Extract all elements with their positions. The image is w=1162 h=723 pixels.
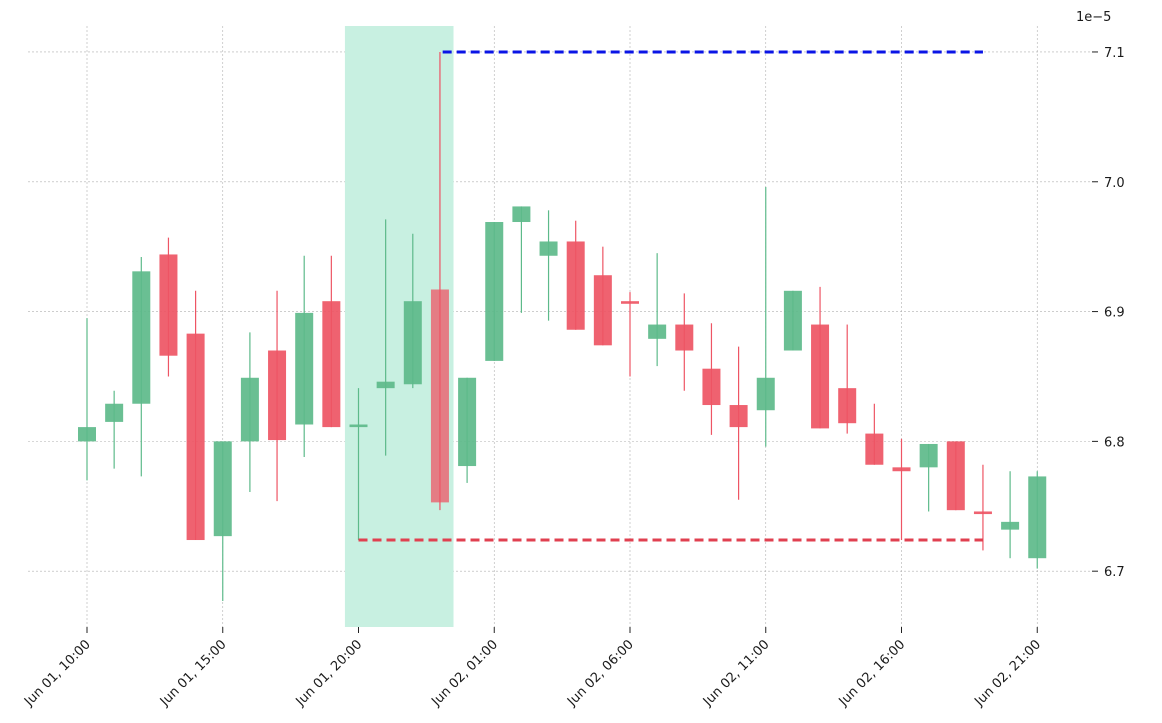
x-tick-label: Jun 01, 20:00 [293,637,366,710]
candle-body-down [159,254,178,356]
candle-body-down [946,441,965,511]
candle-body-up [539,241,558,256]
x-tick-label: Jun 01, 15:00 [157,637,230,710]
candle-body-down [621,301,639,304]
candle-body-up [376,381,395,389]
candle-body-up [105,403,124,422]
y-tick-label: 6.7 [1104,565,1125,580]
y-tick-label: 7.0 [1104,176,1125,191]
x-tick-label: Jun 02, 21:00 [971,637,1044,710]
candle-body-up [349,424,368,428]
candle-body-up [1001,521,1020,530]
x-tick-label: Jun 01, 10:00 [21,637,94,710]
candle-body-down [675,324,694,351]
candle-body-down [322,301,341,428]
x-tick-label: Jun 02, 06:00 [564,637,637,710]
candle-body-down [973,511,992,515]
y-tick-label: 6.9 [1104,306,1125,321]
candle-body-up [783,290,802,351]
candle-body-up [485,222,504,361]
candle-body-up [648,324,667,339]
candle-body-up [458,377,477,467]
candle-body-down [566,241,585,330]
y-scale-label: 1e−5 [1076,10,1111,25]
candles [78,51,1047,602]
candle-body-down [593,275,612,346]
level-lines [358,50,983,542]
candle-body-up [1028,476,1047,559]
candle-body-up [78,427,96,442]
y-tick-label: 7.1 [1104,46,1125,61]
candle-body-up [240,377,259,442]
x-tick-label: Jun 02, 11:00 [700,637,773,710]
candle-body-up [295,312,314,425]
x-tick-label: Jun 02, 16:00 [836,637,909,710]
candle-body-down [729,405,748,428]
x-tick-label: Jun 02, 01:00 [428,637,501,710]
candle-body-up [512,206,531,223]
candle-body-down [892,467,911,472]
y-tick-label: 6.8 [1104,435,1125,450]
candle-body-up [213,441,232,537]
candle-body-up [403,301,422,385]
candle-body-down [430,289,449,503]
candle-body-up [919,443,938,468]
candle-body-down [838,388,857,424]
candle-body-up [756,377,775,411]
candle-body-down [865,433,884,465]
candle-body-down [811,324,830,429]
candle-body-down [702,368,721,406]
candle-body-up [132,271,151,404]
candle-body-down [186,333,205,541]
candle-body-down [268,350,287,441]
